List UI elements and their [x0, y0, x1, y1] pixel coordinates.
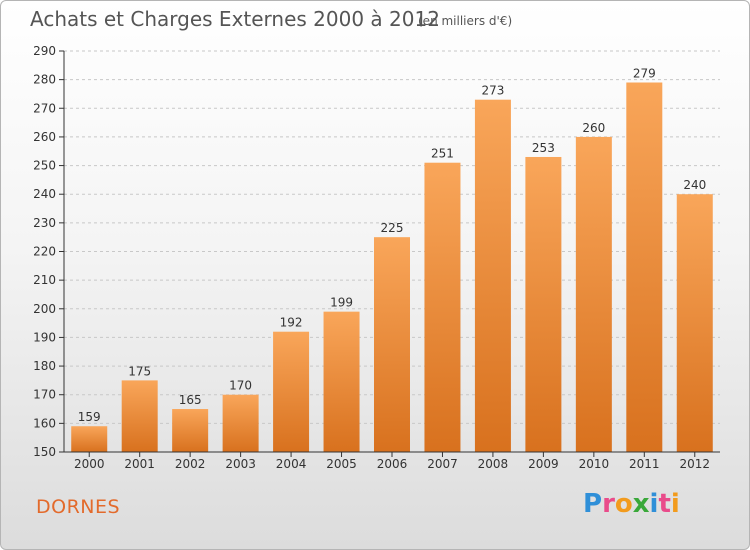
y-tick-label: 160: [33, 416, 56, 430]
logo-letter: x: [632, 489, 650, 519]
bar-2000[interactable]: [71, 426, 108, 452]
x-tick-label: 2002: [175, 457, 206, 471]
chart-unit-note: (en milliers d'€): [418, 14, 513, 28]
bar-value-label: 240: [683, 178, 706, 192]
y-tick-label: 180: [33, 359, 56, 373]
bar-value-label: 170: [229, 379, 252, 393]
y-tick-label: 260: [33, 130, 56, 144]
x-tick-label: 2000: [74, 457, 105, 471]
x-tick-label: 2001: [124, 457, 155, 471]
bar-value-label: 165: [179, 393, 202, 407]
y-tick-label: 270: [33, 101, 56, 115]
y-tick-label: 210: [33, 273, 56, 287]
bar-value-label: 199: [330, 296, 353, 310]
bar-2011[interactable]: [626, 82, 663, 452]
y-tick-label: 170: [33, 388, 56, 402]
x-tick-label: 2008: [478, 457, 509, 471]
logo-letter: i: [649, 489, 659, 519]
bar-value-label: 175: [128, 364, 151, 378]
bar-value-label: 225: [381, 221, 404, 235]
x-tick-label: 2010: [579, 457, 610, 471]
bar-2002[interactable]: [172, 409, 209, 452]
bar-2010[interactable]: [575, 136, 612, 452]
y-tick-label: 200: [33, 302, 56, 316]
logo-letter: r: [602, 489, 615, 519]
x-tick-label: 2007: [427, 457, 458, 471]
commune-name: DORNES: [36, 496, 121, 518]
bar-2001[interactable]: [121, 380, 158, 452]
x-tick-label: 2003: [225, 457, 256, 471]
bar-2012[interactable]: [676, 194, 713, 452]
bar-value-label: 279: [633, 67, 656, 81]
bars: 159 175 165 170 192 199 225 251 273 253 260 279 240: [71, 67, 713, 452]
chart-title: Achats et Charges Externes 2000 à 2012: [30, 7, 440, 31]
y-tick-label: 290: [33, 44, 56, 58]
bar-2004[interactable]: [273, 331, 310, 452]
x-tick-label: 2011: [629, 457, 660, 471]
y-tick-label: 250: [33, 159, 56, 173]
logo-letter: o: [614, 489, 633, 519]
bar-2009[interactable]: [525, 156, 562, 452]
bar-value-label: 260: [582, 121, 605, 135]
x-tick-label: 2005: [326, 457, 357, 471]
bar-2005[interactable]: [323, 311, 360, 452]
x-tick-label: 2006: [377, 457, 408, 471]
y-tick-label: 280: [33, 73, 56, 87]
bar-2008[interactable]: [474, 99, 511, 452]
bar-value-label: 159: [78, 410, 101, 424]
bar-value-label: 251: [431, 147, 454, 161]
logo-letter: t: [658, 489, 671, 519]
y-tick-label: 190: [33, 330, 56, 344]
logo-letter: P: [583, 489, 603, 519]
bar-2006[interactable]: [374, 237, 410, 452]
bar-2003[interactable]: [222, 394, 259, 452]
proxiti-logo[interactable]: Proxiti: [583, 489, 680, 519]
x-tick-label: 2004: [276, 457, 307, 471]
bar-2007[interactable]: [424, 162, 461, 452]
logo-letter: i: [670, 489, 680, 519]
y-tick-label: 220: [33, 245, 56, 259]
x-tick-label: 2009: [528, 457, 559, 471]
bar-value-label: 192: [280, 316, 303, 330]
y-tick-label: 150: [33, 445, 56, 459]
x-tick-label: 2012: [679, 457, 710, 471]
bar-value-label: 273: [481, 84, 504, 98]
y-tick-label: 240: [33, 187, 56, 201]
bar-value-label: 253: [532, 141, 555, 155]
y-tick-label: 230: [33, 216, 56, 230]
axes: 150 160 170 180 190 200 210 220 230 240 250 260 270 2…: [33, 44, 720, 471]
